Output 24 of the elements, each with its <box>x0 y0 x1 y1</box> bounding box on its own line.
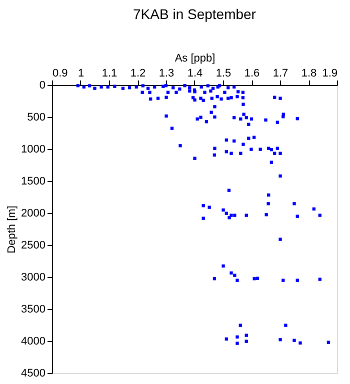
y-tick-label: 3500 <box>21 304 46 316</box>
x-tick-label: 1.2 <box>130 68 146 80</box>
y-tick-label: 0 <box>39 80 46 92</box>
x-tick-label: 1.7 <box>272 68 288 80</box>
x-tick-label: 1.9 <box>322 68 338 80</box>
x-tick-label: 1.3 <box>158 68 174 80</box>
x-tick-label: 1.4 <box>187 68 203 80</box>
y-axis-title: Depth [m] <box>6 206 18 254</box>
y-tick-label: 4500 <box>21 368 46 380</box>
y-tick-label: 2000 <box>21 208 46 220</box>
x-tick-label: 1.5 <box>216 68 232 80</box>
y-tick-label: 1500 <box>21 176 46 188</box>
x-tick-label: 1 <box>78 68 84 80</box>
x-axis-title: As [ppb] <box>174 52 216 64</box>
x-tick-label: 1.6 <box>244 68 260 80</box>
chart-title: 7KAB in September <box>133 6 256 22</box>
y-tick-label: 3000 <box>21 272 46 284</box>
y-tick-label: 4000 <box>21 336 46 348</box>
y-tick-label: 2500 <box>21 240 46 252</box>
y-tick-label: 1000 <box>21 144 46 156</box>
y-tick-label: 500 <box>27 112 46 124</box>
x-tick-label: 0.9 <box>52 68 68 80</box>
x-tick-label: 1.8 <box>301 68 317 80</box>
x-tick-label: 1.1 <box>102 68 118 80</box>
